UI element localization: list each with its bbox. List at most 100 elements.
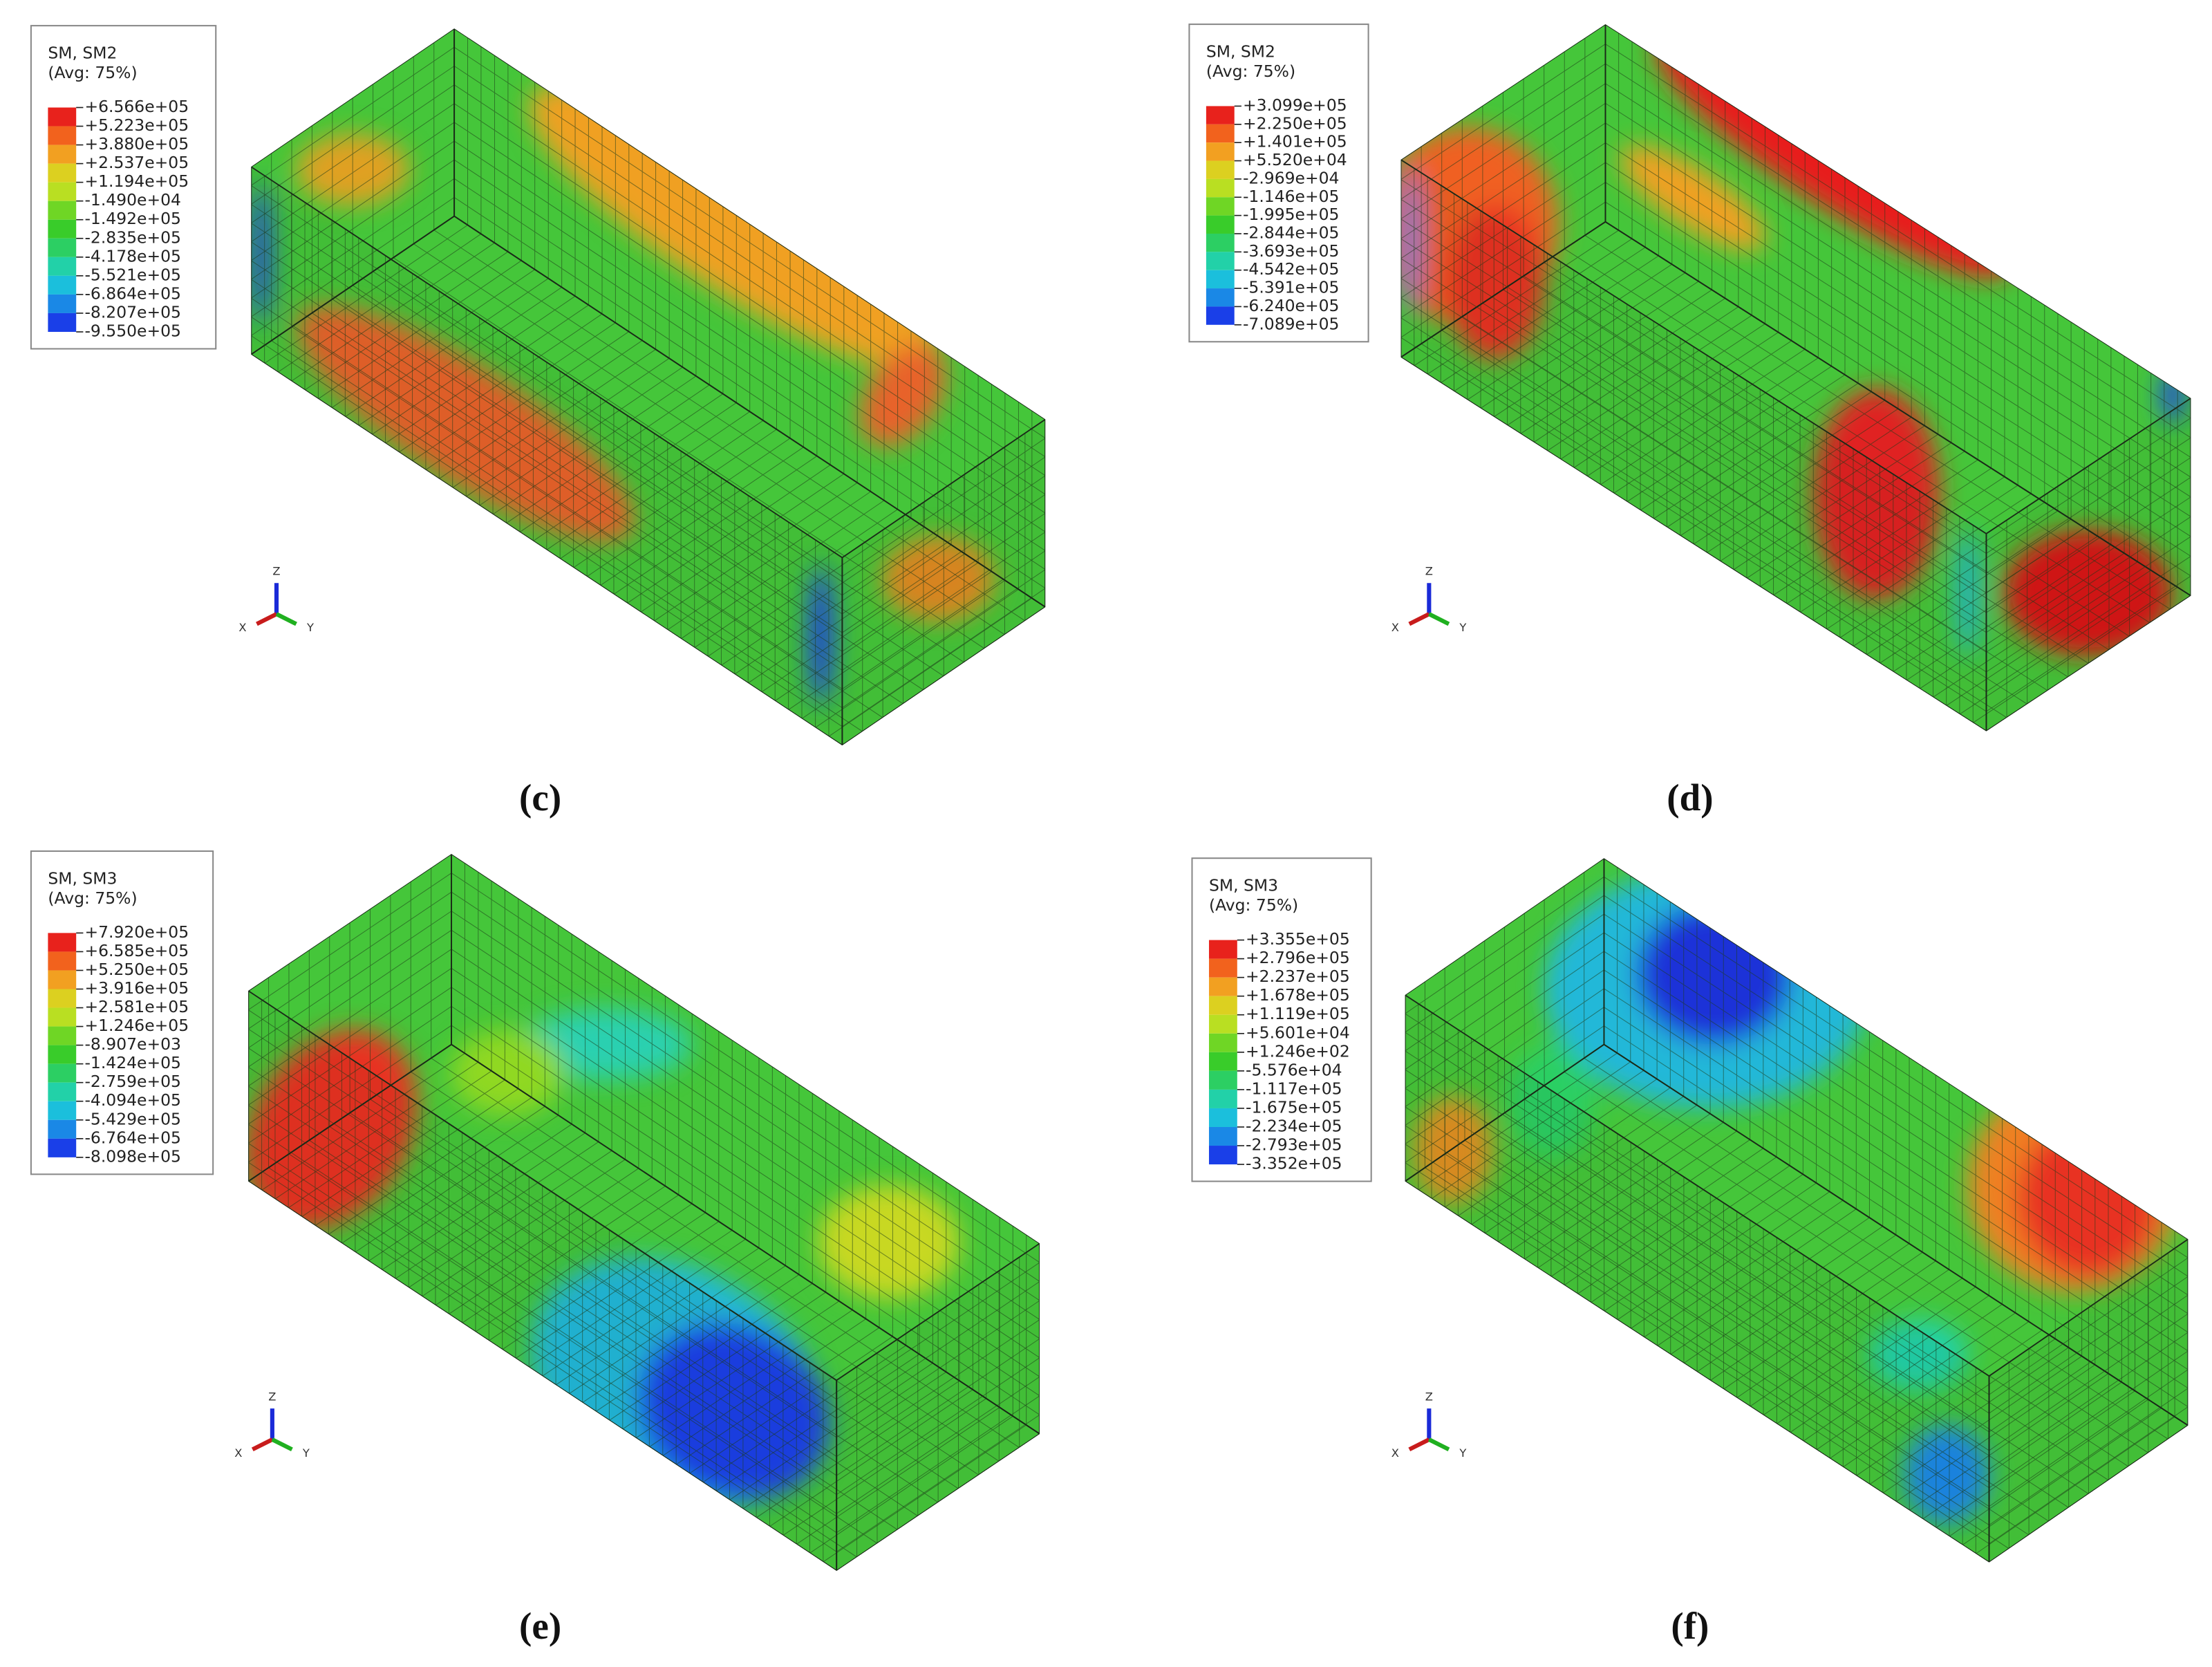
triad-label: X — [234, 1446, 242, 1460]
triad-label: Z — [268, 1390, 276, 1403]
contour-region — [1812, 388, 1940, 600]
mesh-face — [1988, 1238, 2188, 1563]
legend-swatch — [48, 257, 77, 276]
legend-label: -2.759e+05 — [84, 1072, 181, 1091]
legend-label: +6.585e+05 — [84, 941, 189, 960]
legend-swatch — [1208, 1070, 1237, 1090]
axis-triad: Z X Y — [1391, 1390, 1467, 1460]
caption: (c) — [519, 776, 561, 819]
triad-y — [271, 1437, 293, 1452]
legend-swatch — [48, 1007, 77, 1027]
legend-label: -1.492e+05 — [84, 209, 181, 228]
contour-region — [638, 1323, 830, 1500]
legend-label: +2.237e+05 — [1246, 967, 1350, 986]
legend-label: +3.916e+05 — [84, 978, 189, 998]
legend-swatch — [1206, 178, 1235, 198]
fem-model — [251, 28, 1046, 745]
triad-label: X — [238, 621, 246, 634]
panel: SM, SM2(Avg: 75%) +3.099e+05+2.250e+05+1.… — [1188, 24, 2191, 819]
mesh-lines — [251, 166, 843, 745]
legend-swatch — [48, 1101, 77, 1120]
legend-label: +1.678e+05 — [1246, 985, 1350, 1005]
legend-swatch — [48, 201, 77, 220]
contour-region — [818, 1185, 959, 1298]
legend-label: -1.117e+05 — [1246, 1079, 1342, 1098]
face-edge — [1603, 858, 2188, 1427]
legend-swatch — [48, 126, 77, 145]
legend-swatch — [1206, 124, 1235, 143]
legend-label: -8.098e+05 — [84, 1146, 181, 1166]
legend-swatch — [48, 989, 77, 1008]
triad-x — [1408, 1437, 1430, 1452]
legend: SM, SM2(Avg: 75%) +6.566e+05+5.223e+05+3.… — [30, 25, 217, 350]
legend-title: SM, SM2 — [48, 43, 117, 62]
panel: SM, SM3(Avg: 75%) +7.920e+05+6.585e+05+5.… — [30, 850, 1040, 1647]
triad-label: X — [1391, 621, 1399, 634]
legend-swatch — [1208, 1089, 1237, 1108]
triad-label: Y — [1459, 621, 1466, 634]
panel: SM, SM2(Avg: 75%) +6.566e+05+5.223e+05+3.… — [30, 25, 1046, 819]
triad-label: Z — [1425, 1390, 1433, 1403]
legend-label: -2.793e+05 — [1246, 1135, 1342, 1155]
triad-label: X — [1391, 1446, 1399, 1460]
legend-label: -6.240e+05 — [1243, 296, 1340, 315]
legend-label: +3.099e+05 — [1243, 95, 1347, 115]
legend-label: +2.537e+05 — [84, 153, 189, 172]
legend-swatch — [48, 1045, 77, 1064]
mesh-lines — [1405, 994, 1990, 1563]
legend-label: +2.581e+05 — [84, 997, 189, 1016]
legend-label: +1.246e+02 — [1246, 1041, 1350, 1061]
legend-swatch — [1206, 197, 1235, 216]
legend-swatch — [48, 238, 77, 257]
legend-swatch — [1208, 940, 1237, 959]
fem-model — [1405, 858, 2188, 1563]
contour-region — [2003, 529, 2173, 657]
legend-label: +3.880e+05 — [84, 134, 189, 153]
mesh-lines — [1400, 24, 1606, 358]
triad-y — [275, 612, 297, 626]
legend: SM, SM3(Avg: 75%) +7.920e+05+6.585e+05+5.… — [30, 850, 214, 1175]
legend-swatch — [48, 145, 77, 164]
legend-label: -2.234e+05 — [1246, 1116, 1342, 1135]
mesh-face — [251, 165, 843, 745]
legend-label: -9.550e+05 — [84, 321, 181, 340]
legend-swatch — [48, 933, 77, 952]
legend-label: +5.223e+05 — [84, 115, 189, 135]
legend-swatch — [1206, 233, 1235, 252]
legend-label: +1.246e+05 — [84, 1016, 189, 1035]
contour-region — [1620, 146, 1766, 250]
legend-label: +1.401e+05 — [1243, 132, 1347, 151]
legend-label: -7.089e+05 — [1243, 314, 1340, 333]
legend-swatch — [1206, 106, 1235, 124]
legend-label: -5.391e+05 — [1243, 278, 1340, 297]
legend-swatch — [1208, 1146, 1237, 1165]
legend-label: -1.146e+05 — [1243, 187, 1340, 206]
face-edge — [451, 854, 1040, 1435]
legend-swatch — [1208, 958, 1237, 978]
legend-swatch — [48, 1082, 77, 1101]
legend-label: +3.355e+05 — [1246, 929, 1350, 949]
legend-swatch — [48, 107, 77, 127]
face-edge — [248, 989, 838, 1571]
face-edge — [1985, 397, 2191, 732]
face-edge — [251, 165, 843, 745]
legend-label: -8.207e+05 — [84, 302, 181, 322]
mesh-face — [451, 854, 1040, 1435]
legend-swatch — [48, 182, 77, 201]
base-surface — [248, 854, 1040, 1571]
triad-x — [256, 612, 278, 626]
base-surface — [1400, 24, 2191, 732]
legend-label: -3.693e+05 — [1243, 241, 1340, 261]
legend-label: -6.864e+05 — [84, 283, 181, 303]
legend-title: (Avg: 75%) — [48, 888, 137, 908]
legend-swatch — [1206, 306, 1235, 325]
legend-swatch — [1206, 270, 1235, 289]
contour-region — [297, 306, 635, 541]
mesh-face — [1400, 158, 1987, 732]
legend-swatch — [1208, 996, 1237, 1015]
legend: SM, SM2(Avg: 75%) +3.099e+05+2.250e+05+1.… — [1188, 24, 1369, 343]
legend-swatch — [48, 1026, 77, 1045]
triad-label: Z — [272, 564, 280, 577]
legend-label: -4.178e+05 — [84, 246, 181, 266]
axis-triad: Z X Y — [1391, 564, 1467, 634]
